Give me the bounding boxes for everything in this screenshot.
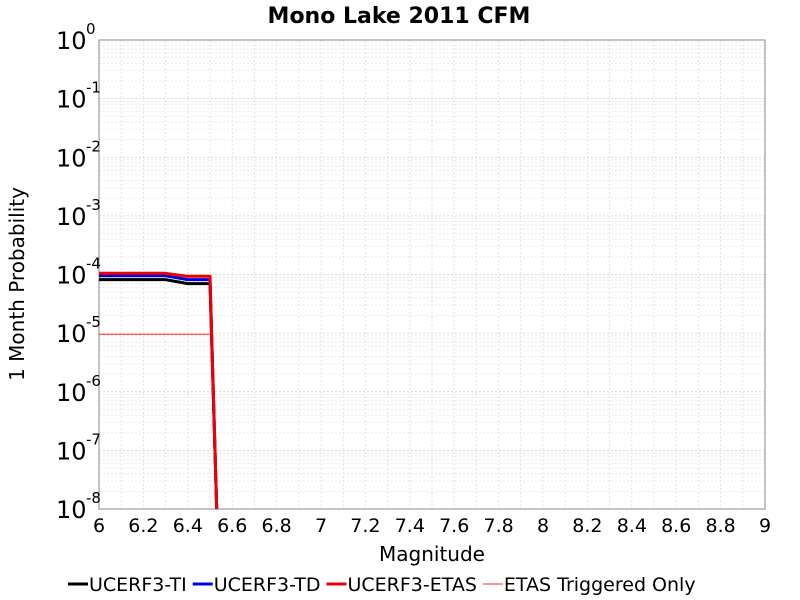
legend: UCERF3-TI UCERF3-TD UCERF3-ETAS ETAS Trigge… <box>68 574 696 596</box>
x-tick-label: 8.2 <box>572 515 602 537</box>
x-tick-label: 8.6 <box>661 515 691 537</box>
series-layer <box>99 271 219 510</box>
y-tick-label: 10 <box>56 320 87 348</box>
x-tick-label: 6.2 <box>128 515 158 537</box>
legend-label-2: UCERF3-TD <box>214 574 321 596</box>
y-tick-label: 10 <box>56 144 87 172</box>
y-tick-exponent: -4 <box>86 255 101 273</box>
y-tick-label: 10 <box>56 496 87 524</box>
x-axis-label: Magnitude <box>379 542 485 566</box>
grid <box>98 40 766 510</box>
x-tick-label: 7.6 <box>439 515 469 537</box>
y-tick-label: 10 <box>56 379 87 407</box>
y-tick-exponent: -5 <box>86 313 101 331</box>
x-tick-label: 6.4 <box>173 515 203 537</box>
y-tick-label: 10 <box>56 27 87 55</box>
series-line-3 <box>99 271 219 510</box>
y-tick-label: 10 <box>56 437 87 465</box>
x-tick-label: 8.8 <box>705 515 735 537</box>
x-tick-label: 8.4 <box>617 515 647 537</box>
x-tick-labels: 6 6.2 6.4 6.6 6.8 7 7.2 7.4 7.6 7.8 8 8.2 8.4 8.6 8.8 9 <box>93 515 771 537</box>
x-tick-label: 7.8 <box>483 515 513 537</box>
legend-label-1: UCERF3-TI <box>89 574 187 596</box>
x-tick-label: 6 <box>93 515 105 537</box>
y-tick-exponent: -1 <box>86 79 101 97</box>
y-tick-exponent: -2 <box>86 137 101 155</box>
y-tick-exponent: -6 <box>86 372 101 390</box>
x-tick-label: 8 <box>537 515 549 537</box>
legend-label-4: ETAS Triggered Only <box>504 574 696 596</box>
x-tick-label: 9 <box>759 515 771 537</box>
y-tick-exponent: 0 <box>86 20 96 38</box>
x-tick-label: 6.6 <box>217 515 247 537</box>
legend-label-3: UCERF3-ETAS <box>347 574 476 596</box>
y-tick-exponent: -3 <box>86 196 101 214</box>
x-tick-label: 7.4 <box>395 515 425 537</box>
x-tick-label: 7.2 <box>350 515 380 537</box>
y-axis-label: 1 Month Probability <box>5 187 29 381</box>
y-tick-label: 10 <box>56 86 87 114</box>
y-tick-label: 10 <box>56 262 87 290</box>
x-tick-label: 6.8 <box>261 515 291 537</box>
chart-title: Mono Lake 2011 CFM <box>268 4 531 29</box>
y-tick-label: 10 <box>56 203 87 231</box>
y-tick-exponent: -8 <box>86 489 101 507</box>
y-tick-exponent: -7 <box>86 430 101 448</box>
x-tick-label: 7 <box>315 515 327 537</box>
